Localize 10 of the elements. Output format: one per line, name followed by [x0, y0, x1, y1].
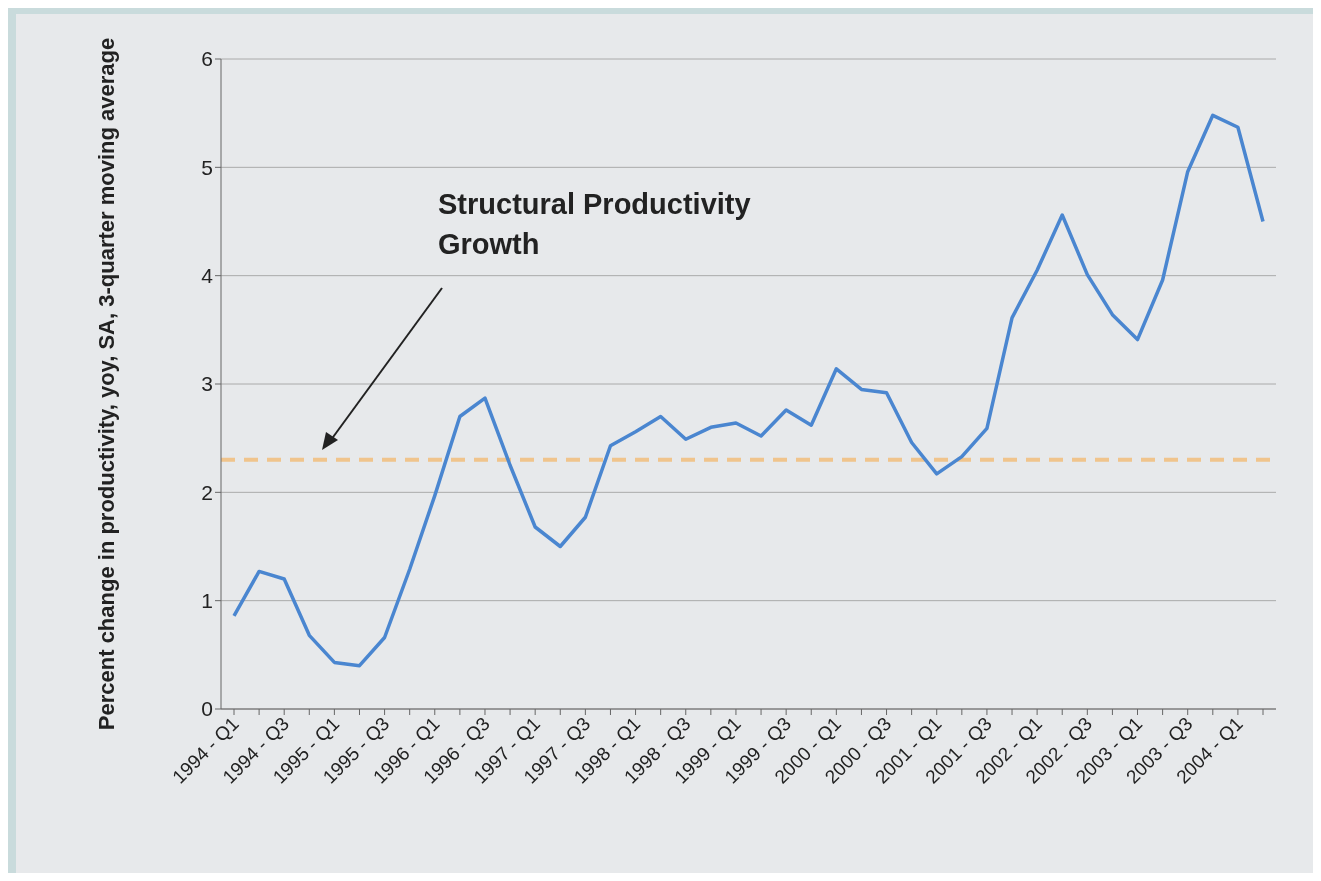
y-tick-label: 4 [201, 264, 214, 288]
annotation: Structural Productivity Growth [438, 187, 752, 262]
y-tick-label: 1 [201, 589, 213, 613]
y-tick-label: 0 [201, 697, 213, 721]
line-series [232, 113, 1265, 668]
y-tick-label: 3 [201, 372, 213, 396]
y-tick-label: 5 [201, 155, 213, 179]
y-axis-title: Percent change in productivity, yoy, SA, 3-quarter moving average [93, 37, 119, 731]
y-tick-label: 2 [201, 480, 213, 504]
y-tick-label: 6 [201, 47, 213, 71]
